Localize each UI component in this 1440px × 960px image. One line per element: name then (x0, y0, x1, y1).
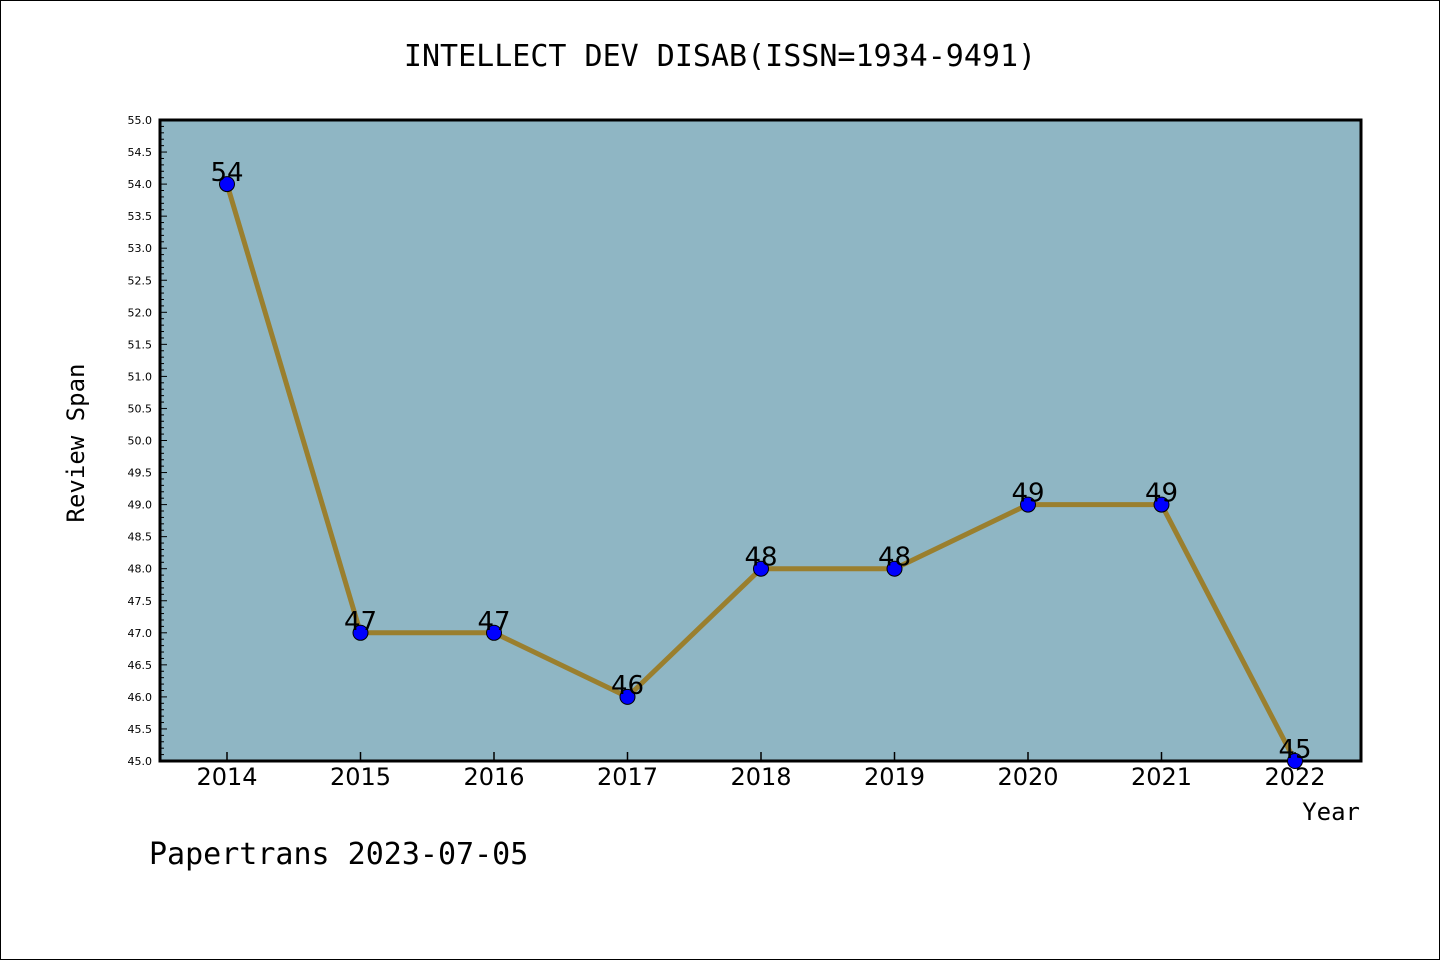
y-tick-label: 47.0 (128, 627, 153, 640)
x-tick-label: 2019 (864, 763, 925, 791)
y-tick-label: 54.0 (128, 178, 153, 191)
x-tick-label: 2020 (997, 763, 1058, 791)
data-label: 48 (744, 543, 777, 573)
y-tick-label: 52.5 (128, 274, 153, 287)
data-point (886, 560, 903, 577)
y-tick-label: 51.0 (128, 370, 153, 383)
data-point (1153, 496, 1170, 513)
y-tick-label: 45.0 (128, 755, 153, 768)
x-tick-label: 2017 (597, 763, 658, 791)
data-label: 47 (344, 607, 377, 637)
data-label: 45 (1278, 735, 1311, 765)
y-tick-label: 45.5 (128, 723, 153, 736)
y-tick-label: 46.0 (128, 691, 153, 704)
data-label: 49 (1145, 479, 1178, 509)
y-tick-label: 47.5 (128, 595, 153, 608)
data-point (219, 176, 235, 193)
data-point (1287, 753, 1303, 769)
data-point (619, 688, 636, 705)
y-tick-label: 52.0 (128, 306, 153, 319)
data-points (219, 176, 1303, 769)
data-label: 49 (1011, 479, 1044, 509)
data-point (486, 624, 502, 641)
footer-text: Papertrans 2023-07-05 (149, 837, 528, 872)
plot-area (158, 118, 1363, 763)
data-label: 48 (878, 543, 911, 573)
y-tick-label: 54.5 (128, 146, 153, 159)
y-tick-label: 50.0 (128, 435, 153, 448)
data-label: 46 (611, 671, 644, 701)
y-tick-label: 53.0 (128, 242, 153, 255)
y-tick-label: 55.0 (128, 114, 153, 127)
chart-title: INTELLECT DEV DISAB(ISSN=1934-9491) (404, 39, 1036, 74)
y-tick-label: 50.5 (128, 402, 153, 415)
data-point (1020, 496, 1036, 513)
x-tick-label: 2016 (463, 763, 524, 791)
y-tick-label: 49.0 (128, 499, 153, 512)
x-tick-label: 2014 (196, 763, 257, 791)
data-point (753, 560, 769, 577)
x-axis-label: Year (1302, 798, 1360, 826)
x-tick-label: 2021 (1131, 763, 1192, 791)
x-axis: 2014 2015 2016 2017 2018 2019 2020 2021 2022 (196, 752, 1326, 791)
y-tick-label: 53.5 (128, 210, 153, 223)
x-tick-label: 2018 (730, 763, 791, 791)
data-labels: 54 47 47 46 48 48 49 49 45 (210, 158, 1311, 765)
y-axis: 45.0 45.5 46.0 46.5 47.0 47.5 48.0 48.5 49.0 49.5… (128, 114, 167, 768)
y-tick-label: 48.0 (128, 563, 153, 576)
y-tick-label: 48.5 (128, 531, 153, 544)
y-axis-label: Review Span (62, 364, 90, 523)
data-point (352, 624, 369, 641)
y-tick-label: 49.5 (128, 467, 153, 480)
x-tick-label: 2015 (330, 763, 391, 791)
y-tick-label: 46.5 (128, 659, 153, 672)
data-label: 54 (210, 158, 243, 188)
data-label: 47 (477, 607, 510, 637)
y-tick-label: 51.5 (128, 338, 153, 351)
